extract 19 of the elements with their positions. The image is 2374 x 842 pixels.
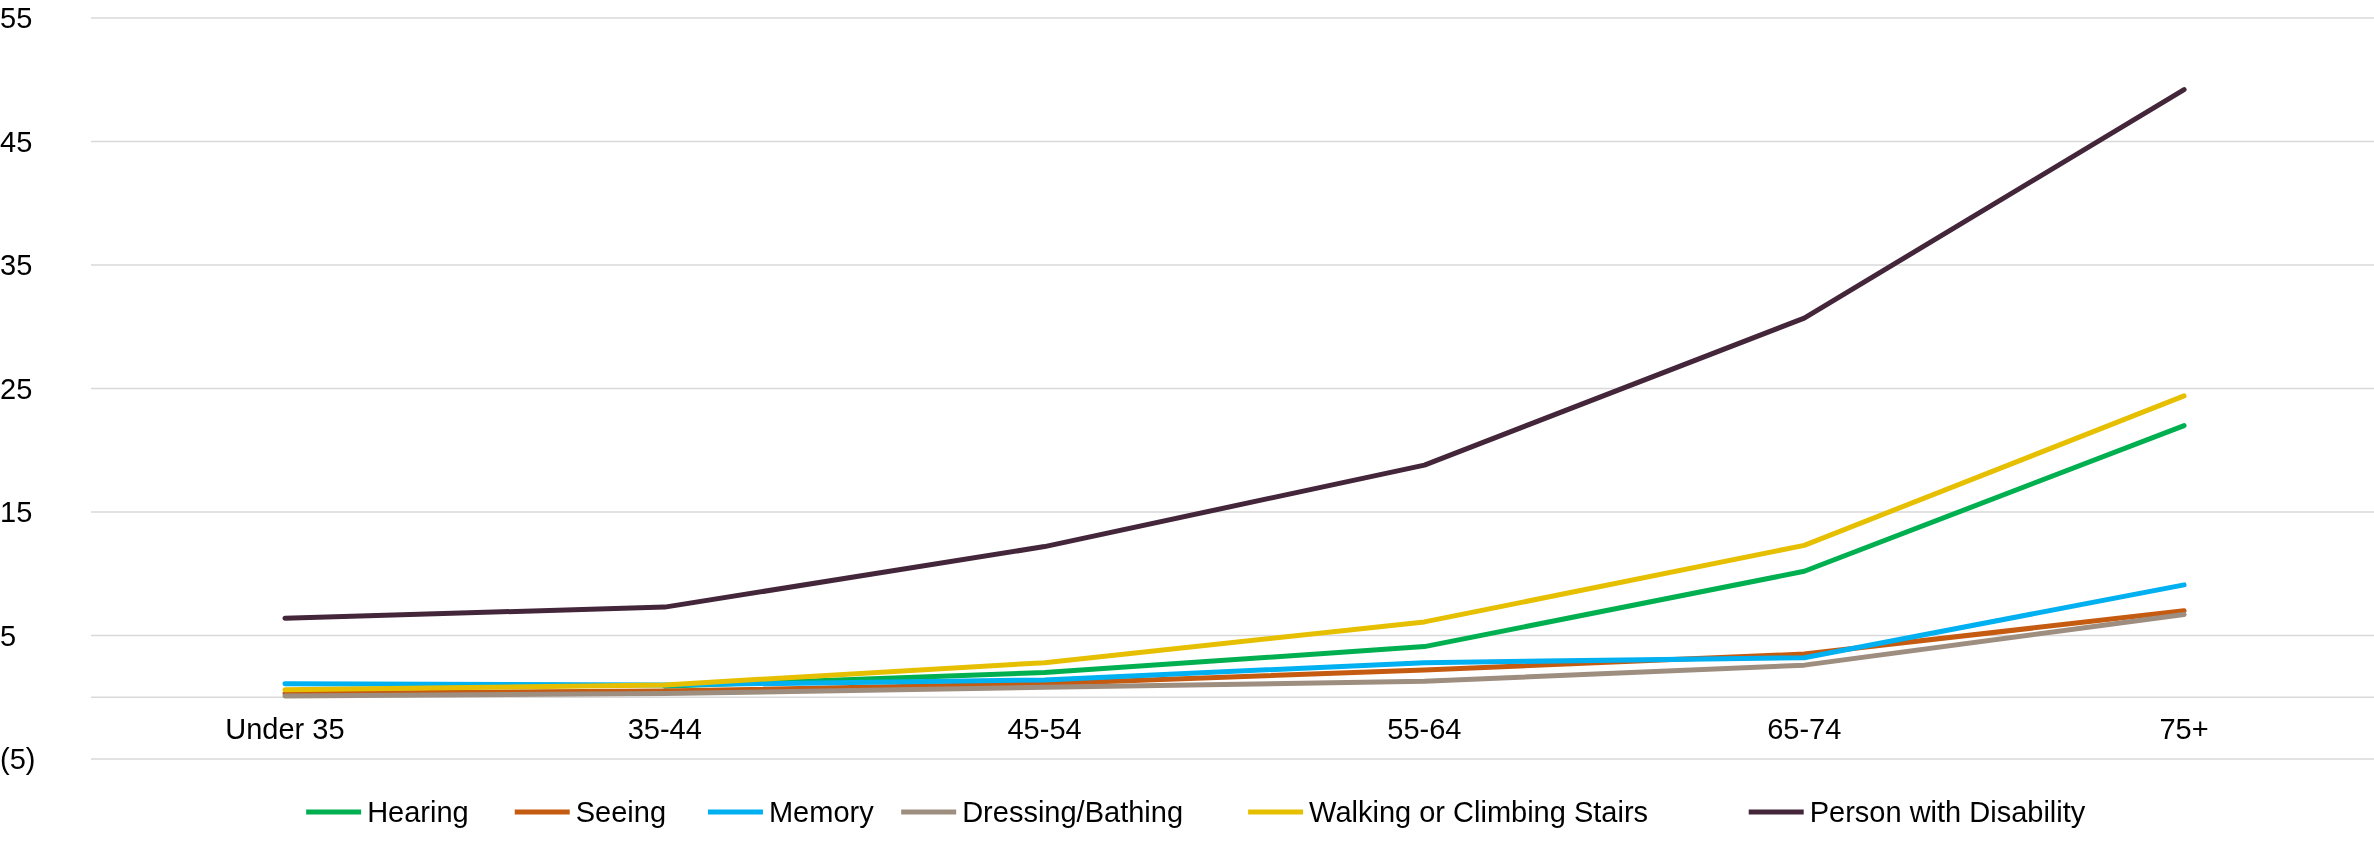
x-tick-label: 75+	[2159, 713, 2209, 746]
x-tick-label: 55-64	[1387, 713, 1462, 746]
legend-label: Person with Disability	[1809, 796, 2086, 828]
y-tick-label: 35	[0, 249, 33, 282]
x-tick-label: 35-44	[627, 713, 702, 746]
y-tick-label: 45	[0, 125, 33, 158]
legend-label: Hearing	[367, 796, 469, 828]
y-tick-label: 5	[0, 619, 17, 652]
x-tick-label: Under 35	[225, 713, 345, 746]
y-tick-label: 25	[0, 372, 33, 405]
legend-label: Walking or Climbing Stairs	[1309, 796, 1649, 828]
y-tick-label: 15	[0, 496, 33, 529]
legend-label: Seeing	[575, 796, 667, 828]
y-tick-label: 55	[0, 2, 33, 35]
x-tick-label: 45-54	[1007, 713, 1082, 746]
legend-label: Dressing/Bathing	[962, 796, 1184, 828]
x-tick-label: 65-74	[1767, 713, 1842, 746]
y-tick-label: (5)	[0, 743, 36, 776]
legend-label: Memory	[768, 796, 875, 828]
